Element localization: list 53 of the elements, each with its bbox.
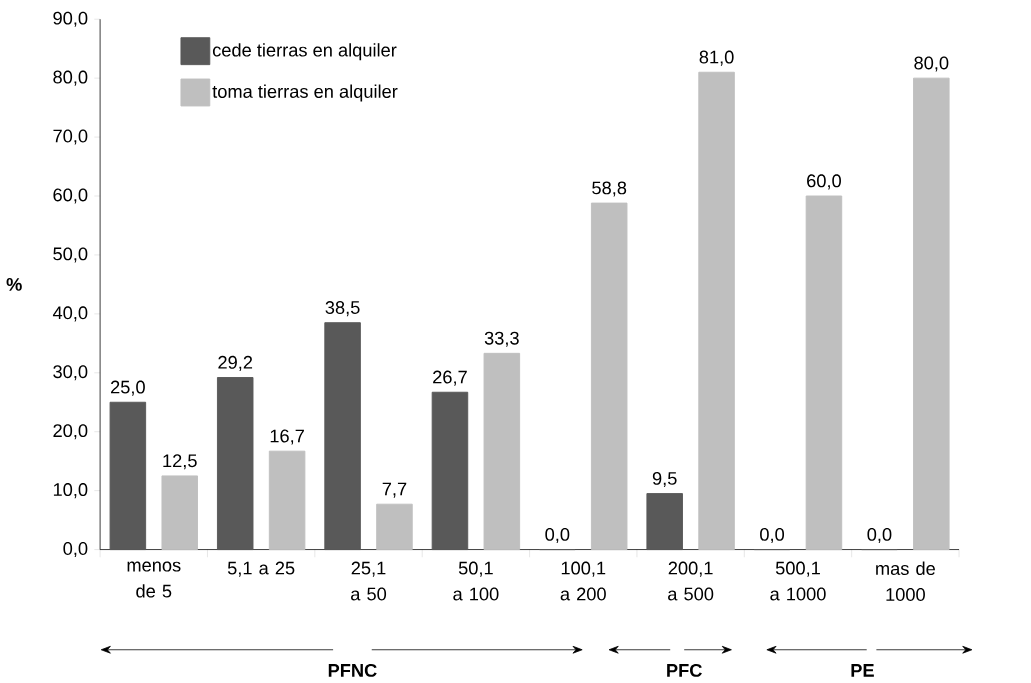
y-tick-label: 30,0: [53, 365, 88, 381]
legend-label: cede tierras en alquiler: [212, 43, 397, 61]
x-tick-label: 25,1 a 50: [351, 561, 387, 601]
data-label: 7,7: [382, 482, 407, 498]
bar: [268, 450, 306, 551]
x-tick-label: 100,1 a 200: [560, 561, 606, 601]
x-tick-label: mas de 1000: [876, 561, 935, 601]
data-label: 0,0: [867, 527, 892, 544]
data-label: 29,2: [218, 355, 253, 371]
bar: [324, 322, 361, 551]
y-tick-label: 50,0: [53, 247, 88, 263]
data-label: 81,0: [699, 50, 734, 66]
y-tick-label: 10,0: [53, 483, 88, 499]
y-tick-label: 90,0: [53, 11, 88, 27]
y-tick-label: 70,0: [53, 129, 88, 145]
data-label: 0,0: [760, 527, 785, 544]
data-label: 0,0: [545, 527, 570, 544]
data-label: 58,8: [592, 181, 627, 197]
data-label: 12,5: [163, 454, 197, 470]
data-label: 25,0: [111, 380, 145, 396]
x-tick-label: 200,1 a 500: [668, 561, 714, 601]
bar: [109, 401, 147, 551]
data-label: 60,0: [807, 174, 841, 190]
text: PE: [851, 664, 874, 677]
y-tick-label: 20,0: [53, 424, 88, 440]
text: PFNC: [328, 663, 377, 677]
y-tick-label: 60,0: [53, 188, 88, 204]
y-axis-title: %: [6, 278, 22, 291]
bar: [161, 475, 198, 551]
bar: [483, 352, 521, 551]
y-tick-label: 80,0: [53, 70, 88, 86]
bar: [376, 503, 413, 551]
data-label: 33,3: [484, 331, 519, 347]
data-label: 80,0: [914, 56, 949, 72]
bar: [590, 202, 628, 551]
bar: [913, 77, 950, 551]
text: PFC: [667, 663, 702, 677]
y-tick-label: 0,0: [63, 542, 88, 558]
data-label: 38,5: [325, 301, 360, 317]
data-label: 16,7: [270, 429, 304, 445]
bar: [646, 493, 683, 551]
x-tick-label: 500,1 a 1000: [770, 561, 826, 601]
bar: [431, 391, 469, 551]
x-tick-label: 5,1 a 25: [227, 561, 295, 577]
x-tick-label: 50,1 a 100: [453, 561, 499, 601]
bar: [216, 377, 254, 551]
bar: [805, 195, 843, 551]
bar: [698, 71, 735, 551]
x-tick-label: menos de 5: [127, 561, 181, 598]
data-label: 9,5: [652, 471, 677, 488]
y-tick-label: 40,0: [52, 306, 88, 322]
legend-label: toma tierras en alquiler: [212, 84, 398, 102]
data-label: 26,7: [433, 370, 467, 386]
